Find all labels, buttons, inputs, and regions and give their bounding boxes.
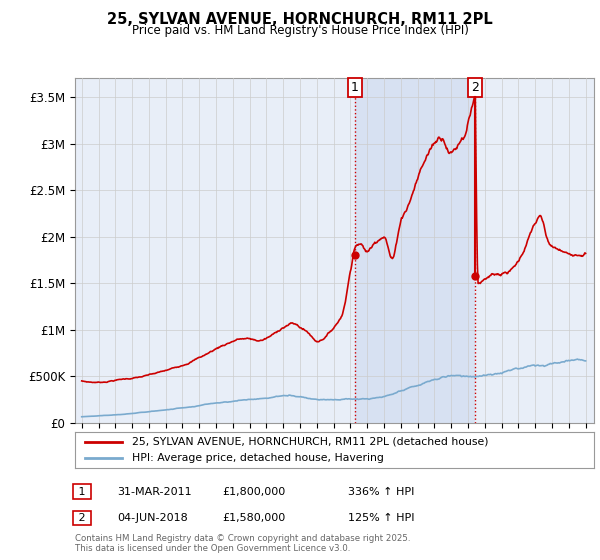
Text: 2: 2 — [471, 81, 479, 94]
Text: 31-MAR-2011: 31-MAR-2011 — [117, 487, 191, 497]
Text: 25, SYLVAN AVENUE, HORNCHURCH, RM11 2PL: 25, SYLVAN AVENUE, HORNCHURCH, RM11 2PL — [107, 12, 493, 27]
Text: 336% ↑ HPI: 336% ↑ HPI — [348, 487, 415, 497]
Text: 1: 1 — [75, 487, 89, 497]
Text: 1: 1 — [351, 81, 359, 94]
Text: 04-JUN-2018: 04-JUN-2018 — [117, 513, 188, 523]
Text: 2: 2 — [75, 513, 89, 523]
Text: £1,800,000: £1,800,000 — [222, 487, 285, 497]
Text: Price paid vs. HM Land Registry's House Price Index (HPI): Price paid vs. HM Land Registry's House … — [131, 24, 469, 37]
Text: £1,580,000: £1,580,000 — [222, 513, 285, 523]
Text: HPI: Average price, detached house, Havering: HPI: Average price, detached house, Have… — [132, 453, 384, 463]
Text: Contains HM Land Registry data © Crown copyright and database right 2025.
This d: Contains HM Land Registry data © Crown c… — [75, 534, 410, 553]
Bar — [355, 78, 475, 423]
Text: 25, SYLVAN AVENUE, HORNCHURCH, RM11 2PL (detached house): 25, SYLVAN AVENUE, HORNCHURCH, RM11 2PL … — [132, 437, 488, 447]
Text: 125% ↑ HPI: 125% ↑ HPI — [348, 513, 415, 523]
